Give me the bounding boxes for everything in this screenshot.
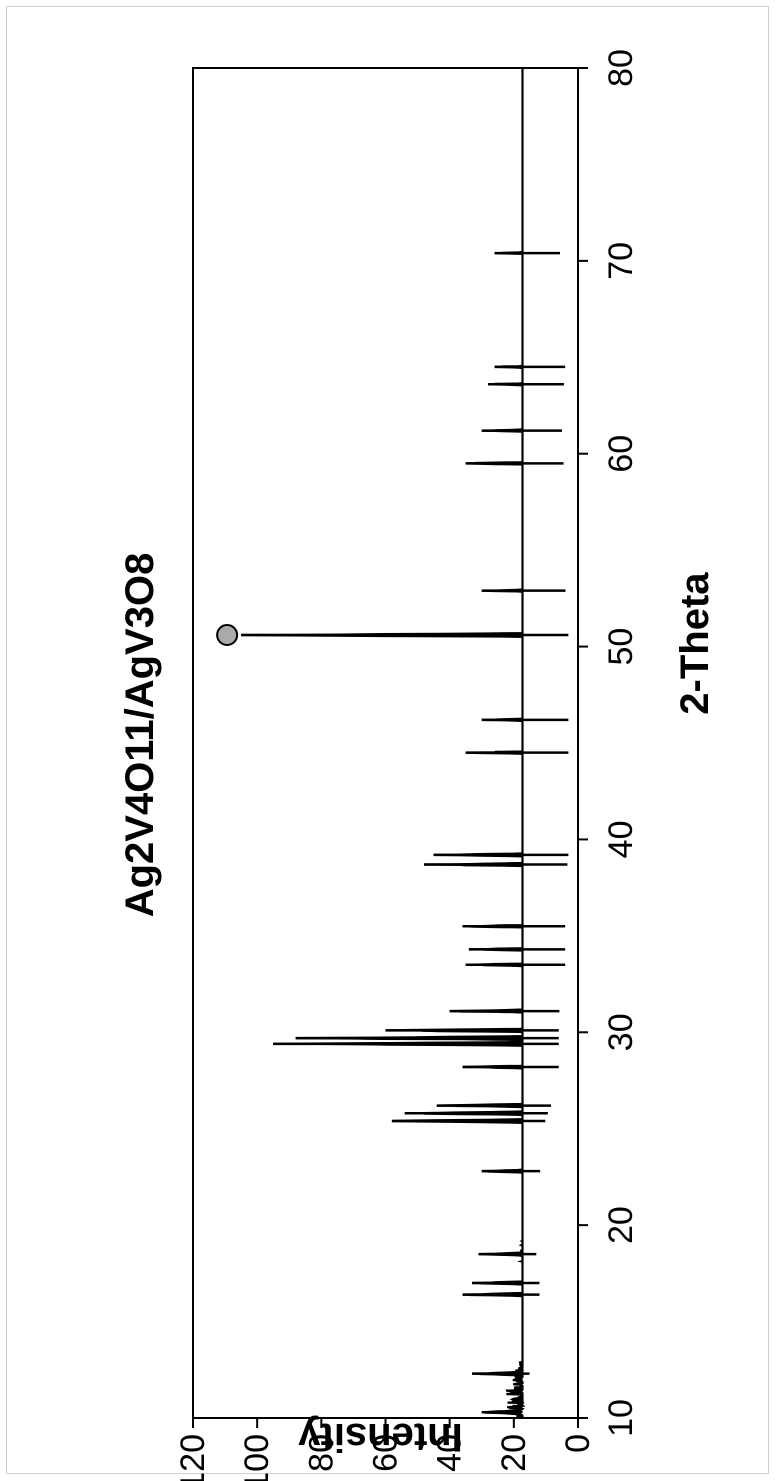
x-tick-label: 60 — [602, 435, 640, 473]
x-axis-title: 2-Theta — [673, 572, 717, 715]
x-tick-label: 80 — [602, 49, 640, 87]
y-tick-label: 80 — [302, 1434, 340, 1472]
axis-layer — [192, 67, 588, 1428]
y-tick-label: 40 — [431, 1434, 469, 1472]
x-tick-label: 10 — [602, 1399, 640, 1437]
y-tick-label: 120 — [174, 1434, 212, 1481]
y-tick-label: 20 — [495, 1434, 533, 1472]
label-layer: 0 20 40 60 80 100 120 10 20 30 40 50 60 70 80 Ag2V4O11/… — [118, 49, 717, 1481]
x-tick-label: 70 — [602, 242, 640, 280]
xrd-series-line — [241, 68, 526, 1420]
x-tick-label: 30 — [602, 1013, 640, 1051]
y-tick-label: 60 — [367, 1434, 405, 1472]
y-tick-label: 0 — [559, 1434, 597, 1453]
peak-marker-circle — [216, 624, 239, 646]
x-tick-label: 20 — [602, 1206, 640, 1244]
x-tick-label: 50 — [602, 628, 640, 666]
chart-title: Ag2V4O11/AgV3O8 — [118, 553, 162, 918]
y-tick-label: 100 — [238, 1434, 276, 1481]
plot-area-border — [192, 67, 579, 1419]
plot-layer — [216, 68, 569, 1420]
chart-frame — [6, 6, 769, 1474]
x-tick-label: 40 — [602, 821, 640, 859]
y-axis-title: Intensity — [298, 1415, 463, 1459]
